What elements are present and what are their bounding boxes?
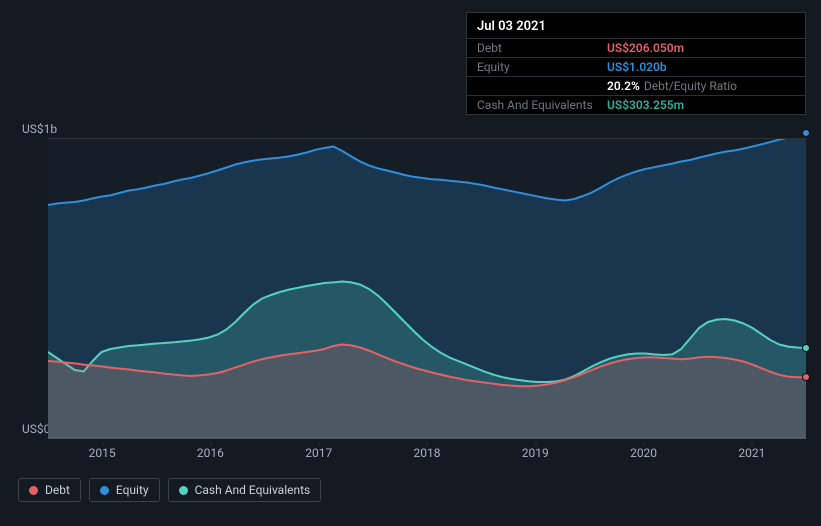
x-axis-tick: 2016: [197, 446, 224, 460]
x-axis-tick: 2020: [630, 446, 657, 460]
financial-chart: US$1b US$0 2015201620172018201920202021 …: [0, 0, 821, 526]
legend-label: Cash And Equivalents: [195, 483, 311, 497]
plot-area[interactable]: [48, 138, 806, 438]
legend-dot: [179, 486, 188, 495]
y-axis-bottom-label: US$0: [22, 422, 50, 436]
legend-dot: [29, 486, 38, 495]
tooltip-date: Jul 03 2021: [467, 13, 805, 38]
tooltip-row-secondary: Debt/Equity Ratio: [644, 79, 737, 93]
legend-item-equity[interactable]: Equity: [89, 478, 160, 502]
legend-item-debt[interactable]: Debt: [18, 478, 81, 502]
tooltip-row: Cash And EquivalentsUS$303.255m: [467, 95, 805, 114]
tooltip-row-value: 20.2%Debt/Equity Ratio: [607, 79, 795, 93]
tooltip-row-label: Cash And Equivalents: [477, 98, 607, 112]
legend-item-cash-and-equivalents[interactable]: Cash And Equivalents: [168, 478, 322, 502]
x-axis-tick: 2018: [414, 446, 441, 460]
tooltip-row-value: US$303.255m: [607, 98, 795, 112]
tooltip-row: EquityUS$1.020b: [467, 57, 805, 76]
tooltip-row-value: US$1.020b: [607, 60, 795, 74]
tooltip-row-label: [477, 79, 607, 93]
x-axis: 2015 2016 2017 2018 2019 2020 2021: [48, 440, 806, 460]
y-axis-top-label: US$1b: [22, 122, 57, 136]
x-axis-tick: 2015: [89, 446, 116, 460]
tooltip-row-label: Equity: [477, 60, 607, 74]
tooltip-row-label: Debt: [477, 41, 607, 55]
tooltip-row-value: US$206.050m: [607, 41, 795, 55]
tooltip-row: 20.2%Debt/Equity Ratio: [467, 76, 805, 95]
series-end-marker: [802, 344, 810, 352]
chart-tooltip: Jul 03 2021 DebtUS$206.050mEquityUS$1.02…: [466, 12, 806, 115]
tooltip-row: DebtUS$206.050m: [467, 38, 805, 57]
legend-label: Equity: [116, 483, 149, 497]
chart-legend: Debt Equity Cash And Equivalents: [18, 478, 321, 502]
series-end-marker: [802, 373, 810, 381]
legend-dot: [100, 486, 109, 495]
series-end-marker: [802, 129, 810, 137]
legend-label: Debt: [45, 483, 70, 497]
x-axis-tick: 2017: [305, 446, 332, 460]
x-axis-tick: 2019: [522, 446, 549, 460]
x-axis-tick: 2021: [738, 446, 765, 460]
